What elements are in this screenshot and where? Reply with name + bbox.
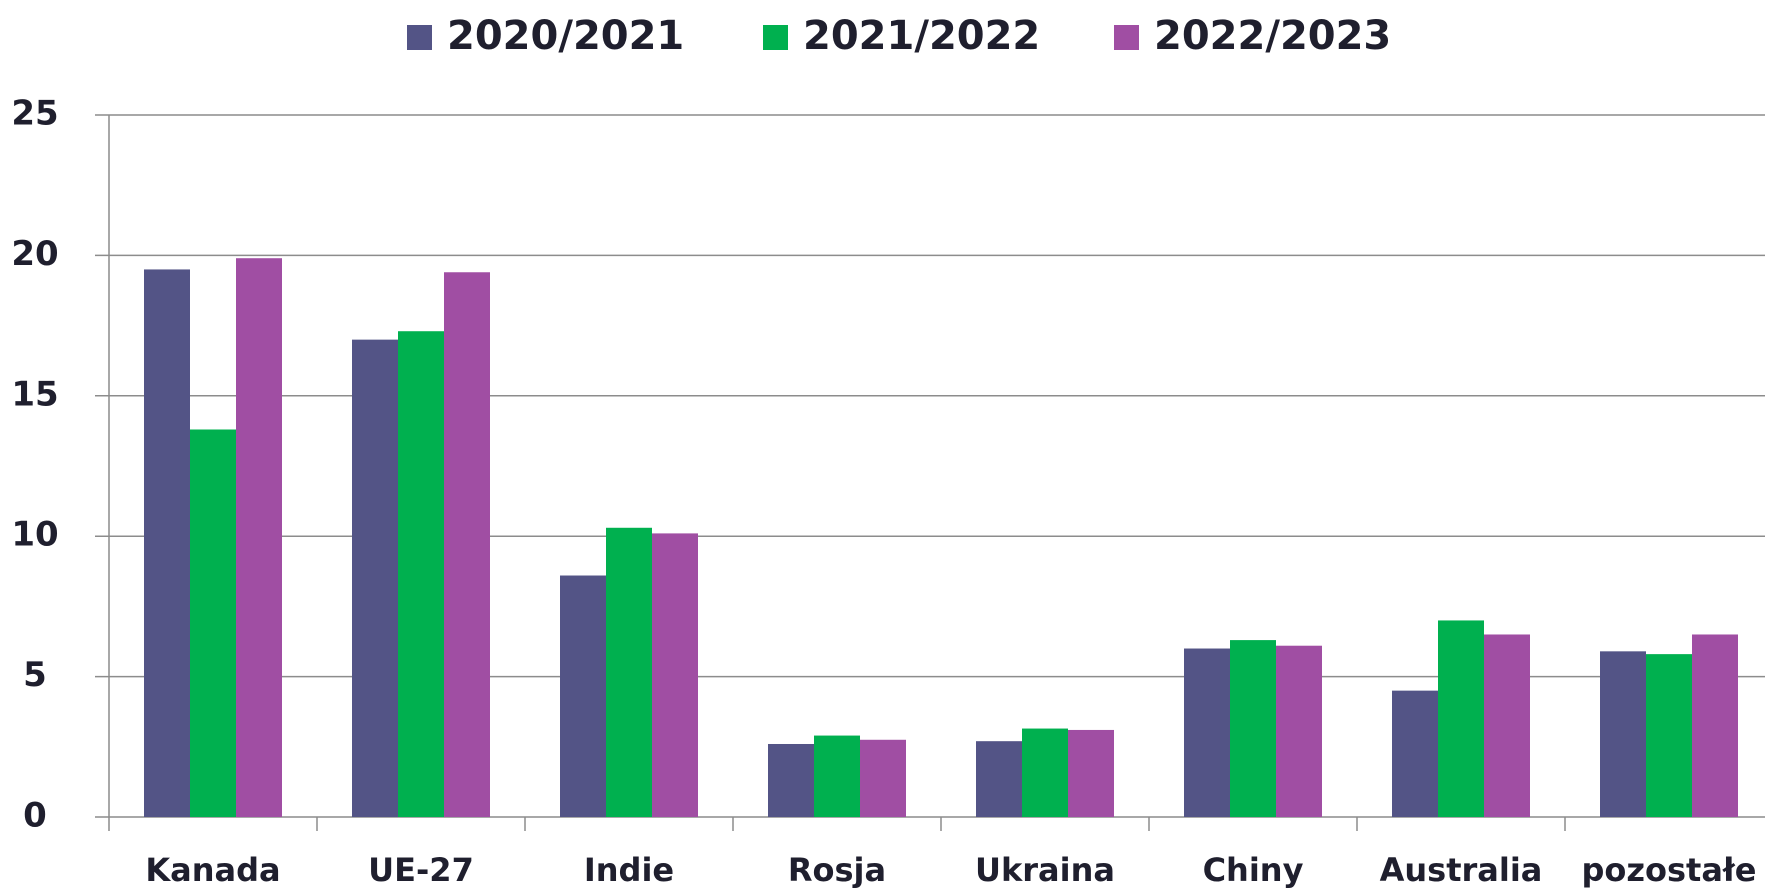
legend-label: 2022/2023 xyxy=(1154,13,1391,59)
bar xyxy=(1068,729,1114,817)
bar xyxy=(1692,634,1738,817)
bar xyxy=(1600,651,1646,817)
bar xyxy=(606,527,652,817)
bar xyxy=(1484,634,1530,817)
bar xyxy=(236,258,282,817)
y-tick-label: 0 xyxy=(23,796,47,836)
y-tick-label: 10 xyxy=(11,515,58,555)
bar xyxy=(1646,654,1692,817)
bar xyxy=(144,269,190,817)
x-tick-label: Kanada xyxy=(145,851,280,889)
bar xyxy=(398,331,444,817)
x-tick-label: Ukraina xyxy=(975,851,1115,889)
bar xyxy=(560,575,606,817)
legend-swatch xyxy=(763,25,788,50)
x-tick-label: Australia xyxy=(1380,851,1543,889)
bar xyxy=(444,272,490,817)
bar xyxy=(190,429,236,817)
y-tick-label: 20 xyxy=(11,234,58,274)
y-tick-label: 25 xyxy=(11,94,58,134)
x-tick-label: Chiny xyxy=(1203,851,1304,889)
bar xyxy=(652,533,698,817)
bar xyxy=(814,735,860,817)
x-tick-label: pozostałe xyxy=(1581,851,1756,889)
legend-swatch xyxy=(407,25,432,50)
bar xyxy=(1230,640,1276,817)
bar xyxy=(1392,690,1438,817)
y-tick-label: 15 xyxy=(11,374,58,414)
bar xyxy=(1276,645,1322,817)
x-tick-label: UE-27 xyxy=(368,851,474,889)
legend-label: 2020/2021 xyxy=(447,13,684,59)
bar xyxy=(1438,620,1484,817)
bar xyxy=(976,741,1022,817)
x-tick-label: Rosja xyxy=(788,851,886,889)
bar xyxy=(768,743,814,817)
legend-swatch xyxy=(1114,25,1139,50)
x-tick-label: Indie xyxy=(584,851,674,889)
bar xyxy=(1022,728,1068,817)
y-tick-label: 5 xyxy=(23,655,47,695)
bar xyxy=(860,739,906,817)
bar xyxy=(1184,648,1230,817)
legend-label: 2021/2022 xyxy=(803,13,1040,59)
bar xyxy=(352,339,398,817)
